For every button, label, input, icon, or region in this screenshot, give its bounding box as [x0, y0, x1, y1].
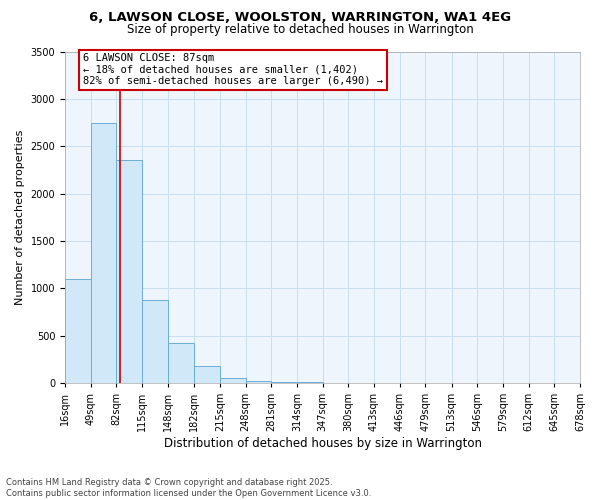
Bar [116, 160, 142, 383]
Bar [271, 382, 297, 383]
Text: 6, LAWSON CLOSE, WOOLSTON, WARRINGTON, WA1 4EG: 6, LAWSON CLOSE, WOOLSTON, WARRINGTON, W… [89, 11, 511, 24]
Bar [65, 279, 91, 383]
Text: 6 LAWSON CLOSE: 87sqm
← 18% of detached houses are smaller (1,402)
82% of semi-d: 6 LAWSON CLOSE: 87sqm ← 18% of detached … [83, 53, 383, 86]
Bar [220, 378, 245, 383]
X-axis label: Distribution of detached houses by size in Warrington: Distribution of detached houses by size … [164, 437, 482, 450]
Bar [91, 122, 116, 383]
Text: Contains HM Land Registry data © Crown copyright and database right 2025.
Contai: Contains HM Land Registry data © Crown c… [6, 478, 371, 498]
Bar [297, 382, 323, 383]
Bar [142, 300, 168, 383]
Bar [168, 343, 194, 383]
Y-axis label: Number of detached properties: Number of detached properties [15, 130, 25, 305]
Bar [194, 366, 220, 383]
Bar [245, 381, 271, 383]
Text: Size of property relative to detached houses in Warrington: Size of property relative to detached ho… [127, 22, 473, 36]
